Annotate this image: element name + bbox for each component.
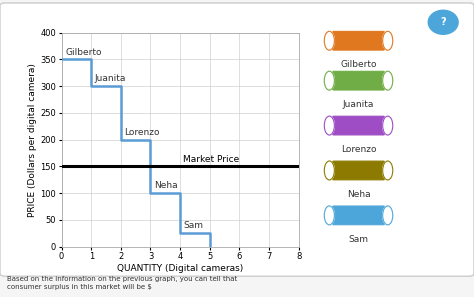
Text: Sam: Sam bbox=[184, 222, 204, 230]
Text: Neha: Neha bbox=[346, 190, 370, 199]
Text: Gilberto: Gilberto bbox=[340, 60, 377, 69]
Text: ?: ? bbox=[440, 17, 446, 27]
Circle shape bbox=[324, 206, 334, 225]
Text: Lorenzo: Lorenzo bbox=[341, 145, 376, 154]
Circle shape bbox=[383, 206, 393, 225]
Text: Gilberto: Gilberto bbox=[65, 48, 102, 57]
Circle shape bbox=[383, 161, 393, 180]
Circle shape bbox=[428, 10, 458, 34]
Circle shape bbox=[383, 31, 393, 50]
Text: Juanita: Juanita bbox=[95, 75, 126, 83]
Y-axis label: PRICE (Dollars per digital camera): PRICE (Dollars per digital camera) bbox=[28, 63, 37, 217]
Text: Sam: Sam bbox=[348, 235, 368, 244]
X-axis label: QUANTITY (Digital cameras): QUANTITY (Digital cameras) bbox=[117, 264, 243, 273]
Circle shape bbox=[324, 116, 334, 135]
Text: Neha: Neha bbox=[154, 181, 178, 190]
Circle shape bbox=[383, 71, 393, 90]
FancyBboxPatch shape bbox=[333, 206, 384, 225]
Text: Based on the information on the previous graph, you can tell that: Based on the information on the previous… bbox=[7, 276, 237, 282]
FancyBboxPatch shape bbox=[333, 71, 384, 90]
FancyBboxPatch shape bbox=[333, 116, 384, 135]
Circle shape bbox=[324, 71, 334, 90]
FancyBboxPatch shape bbox=[333, 31, 384, 50]
Circle shape bbox=[383, 116, 393, 135]
Text: consumer surplus in this market will be $: consumer surplus in this market will be … bbox=[7, 284, 152, 290]
Circle shape bbox=[324, 161, 334, 180]
FancyBboxPatch shape bbox=[333, 161, 384, 180]
Text: Market Price: Market Price bbox=[183, 155, 239, 164]
Circle shape bbox=[324, 31, 334, 50]
Text: Juanita: Juanita bbox=[343, 100, 374, 109]
Text: Lorenzo: Lorenzo bbox=[124, 128, 160, 137]
